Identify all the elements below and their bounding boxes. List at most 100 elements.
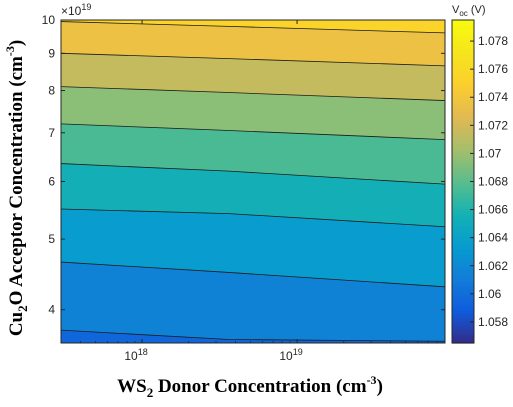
colorbar-swatch — [452, 221, 474, 226]
colorbar-swatch — [452, 114, 474, 118]
colorbar-swatch — [452, 65, 474, 70]
colorbar-tick-label: 1.074 — [478, 90, 508, 104]
colorbar-swatch — [452, 73, 474, 78]
y-tick: 4 — [48, 303, 445, 317]
y-exponent-label: ×1019 — [61, 2, 91, 18]
colorbar-swatch — [452, 219, 474, 223]
colorbar-swatch — [452, 87, 474, 91]
colorbar-swatch — [452, 25, 474, 29]
colorbar-swatch — [452, 122, 474, 126]
colorbar-swatch — [452, 232, 474, 236]
colorbar-swatch — [452, 22, 474, 26]
colorbar-swatch — [452, 329, 474, 333]
colorbar-swatch — [452, 224, 474, 228]
colorbar-tick: 1.076 — [470, 62, 508, 76]
colorbar-swatch — [452, 92, 474, 96]
colorbar-swatch — [452, 63, 474, 67]
y-tick: 6 — [48, 175, 445, 189]
colorbar-swatch — [452, 213, 474, 218]
colorbar-swatch — [452, 211, 474, 215]
contour-line — [61, 163, 445, 185]
colorbar-tick-label: 1.07 — [478, 146, 502, 160]
colorbar-swatch — [452, 256, 474, 261]
colorbar-swatch — [452, 189, 474, 193]
colorbar-swatch — [452, 95, 474, 99]
colorbar-tick-label: 1.076 — [478, 62, 508, 76]
y-tick-label: 8 — [48, 84, 55, 98]
contour-line — [61, 123, 445, 141]
colorbar-swatch — [452, 138, 474, 142]
x-tick: 1019 — [279, 20, 303, 363]
colorbar-swatch — [452, 111, 474, 115]
colorbar-swatch — [452, 294, 474, 298]
x-axis: 1018 1019 — [60, 20, 446, 363]
colorbar-swatch — [452, 246, 474, 250]
colorbar-swatch — [452, 116, 474, 121]
contour-line — [61, 86, 445, 101]
colorbar-swatch — [452, 308, 474, 312]
colorbar-swatch — [452, 106, 474, 110]
contour-line — [61, 52, 445, 67]
y-tick-label: 5 — [48, 232, 55, 246]
colorbar-swatch — [452, 289, 474, 293]
colorbar-swatch — [452, 98, 474, 102]
colorbar-swatch — [452, 33, 474, 37]
x-axis-label: WS2 Donor Concentration (cm-3) — [117, 373, 383, 400]
colorbar — [451, 19, 475, 344]
colorbar-swatch — [452, 262, 474, 266]
colorbar-tick-label: 1.068 — [478, 175, 508, 189]
colorbar-swatch — [452, 318, 474, 323]
colorbar-ticks: 1.058 1.06 1.062 1.064 1.066 1.068 1.07 1.072 1.… — [470, 34, 508, 329]
colorbar-tick-label: 1.06 — [478, 287, 502, 301]
colorbar-swatch — [452, 316, 474, 320]
contour-line-layer — [61, 21, 445, 342]
colorbar-swatch — [452, 291, 474, 296]
colorbar-swatch — [452, 286, 474, 290]
colorbar-swatch — [452, 184, 474, 188]
colorbar-swatch — [452, 165, 474, 169]
colorbar-swatch — [452, 297, 474, 301]
colorbar-swatch — [452, 20, 474, 24]
colorbar-swatch — [452, 168, 474, 172]
colorbar-swatch — [452, 176, 474, 180]
colorbar-swatch — [452, 130, 474, 134]
colorbar-swatch — [452, 151, 474, 156]
colorbar-swatch — [452, 119, 474, 123]
colorbar-swatch — [452, 100, 474, 105]
colorbar-tick: 1.068 — [470, 175, 508, 189]
colorbar-swatch — [452, 36, 474, 40]
x-tick: 1018 — [124, 20, 148, 363]
colorbar-swatch — [452, 324, 474, 328]
colorbar-swatch — [452, 60, 474, 64]
colorbar-tick: 1.064 — [470, 231, 508, 245]
colorbar-swatch — [452, 186, 474, 191]
colorbar-swatch — [452, 337, 474, 341]
colorbar-swatch — [452, 178, 474, 183]
colorbar-swatch — [452, 149, 474, 153]
colorbar-swatch — [452, 278, 474, 282]
colorbar-swatch — [452, 108, 474, 113]
colorbar-swatch — [452, 254, 474, 258]
colorbar-swatch — [452, 159, 474, 164]
colorbar-swatch — [452, 299, 474, 304]
colorbar-tick-label: 1.064 — [478, 231, 508, 245]
colorbar-swatch — [452, 143, 474, 148]
colorbar-swatch — [452, 44, 474, 48]
x-tick-label: 1019 — [279, 347, 302, 363]
colorbar-swatch — [452, 238, 474, 242]
colorbar-swatch — [452, 162, 474, 166]
colorbar-swatch — [452, 127, 474, 131]
colorbar-swatch — [452, 251, 474, 255]
colorbar-swatch — [452, 227, 474, 231]
y-tick: 8 — [48, 84, 445, 98]
colorbar-swatch — [452, 194, 474, 199]
contour-band — [61, 20, 445, 66]
colorbar-tick-label: 1.072 — [478, 118, 508, 132]
colorbar-swatch — [452, 243, 474, 247]
colorbar-swatch — [452, 259, 474, 263]
colorbar-swatch — [452, 200, 474, 204]
colorbar-swatch — [452, 305, 474, 309]
colorbar-swatch — [452, 68, 474, 72]
colorbar-swatch — [452, 310, 474, 314]
